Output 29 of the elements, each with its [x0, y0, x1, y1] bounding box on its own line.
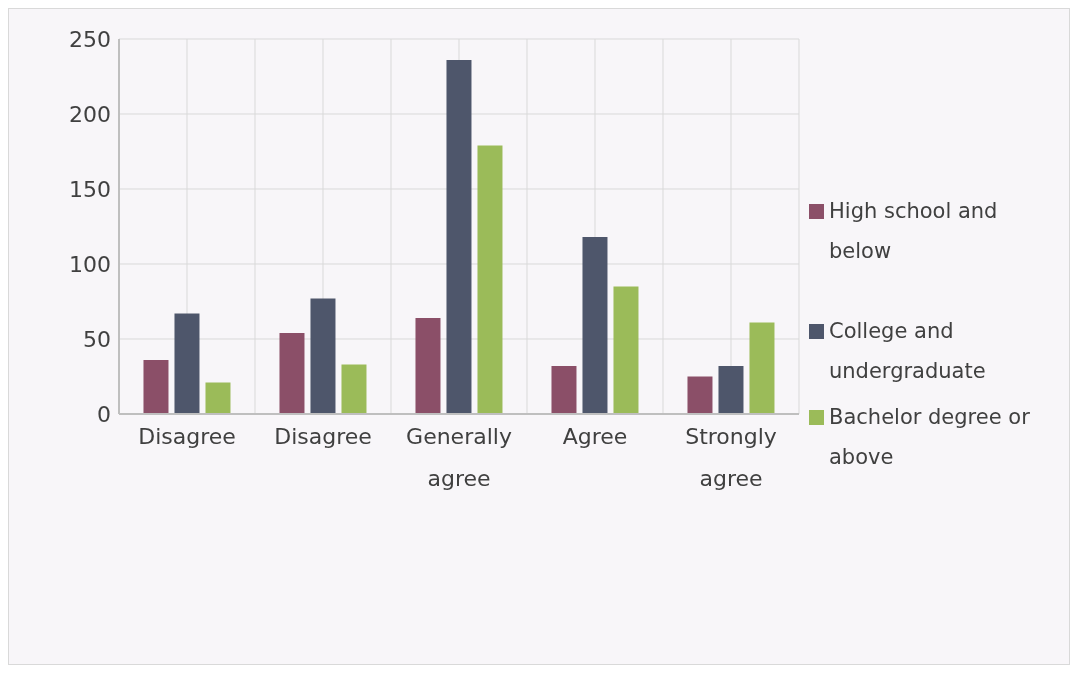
- y-tick-label: 50: [83, 326, 111, 352]
- bar: [582, 237, 608, 414]
- bar: [477, 145, 503, 414]
- bar: [341, 364, 367, 414]
- bar: [415, 318, 441, 414]
- bar: [310, 298, 336, 414]
- x-tick-label: Generally agree: [406, 424, 512, 491]
- y-tick-label: 200: [69, 101, 111, 127]
- legend-label: High school and below: [829, 197, 999, 265]
- bar: [279, 333, 305, 414]
- x-tick-label: Disagree: [138, 424, 236, 449]
- x-tick-label: Strongly agree: [685, 424, 777, 491]
- bar: [174, 313, 200, 414]
- y-tick-label: 100: [69, 251, 111, 277]
- bar: [551, 366, 577, 414]
- legend-label: College and undergraduate: [829, 317, 987, 385]
- bar: [613, 286, 639, 414]
- bar: [205, 382, 231, 414]
- bar: [749, 322, 775, 414]
- x-tick-label: Disagree: [274, 424, 372, 449]
- legend-label: Bachelor degree or above: [829, 403, 1031, 471]
- bar: [446, 60, 472, 414]
- y-tick-label: 250: [69, 26, 111, 52]
- y-tick-label: 150: [69, 176, 111, 202]
- bar: [143, 360, 169, 414]
- x-tick-label: Agree: [562, 424, 628, 449]
- bar: [687, 376, 713, 414]
- bar: [718, 366, 744, 414]
- y-tick-label: 0: [97, 401, 111, 427]
